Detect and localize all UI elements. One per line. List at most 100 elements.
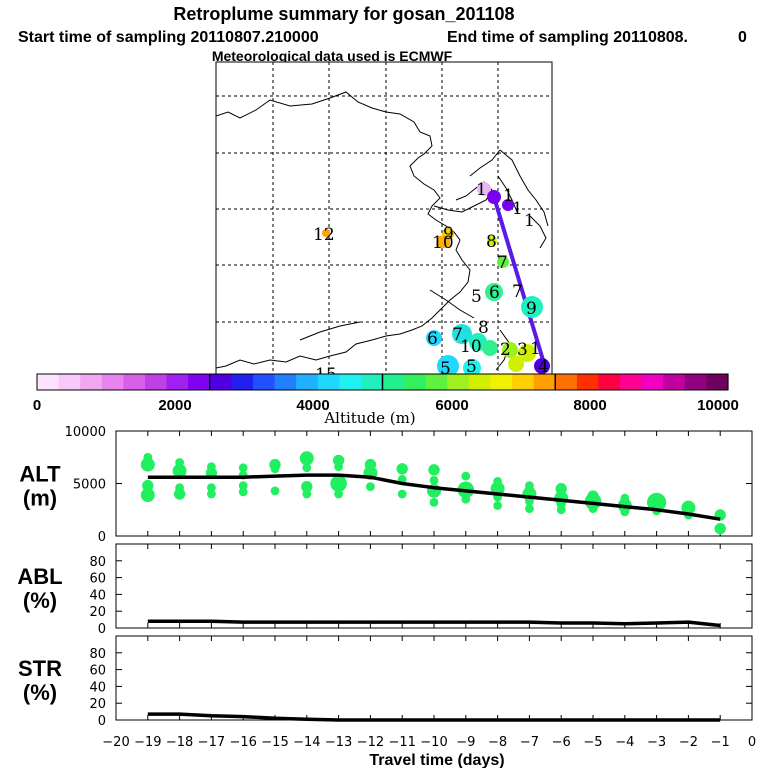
panel-alt: 0 5000 10000 ALT(m)	[19, 425, 753, 545]
colorbar-cell	[512, 374, 535, 390]
plume-label: 1	[512, 199, 523, 219]
plume-label: 1	[524, 211, 535, 231]
plume-label: 4	[538, 357, 549, 377]
x-tick-label: −15	[261, 735, 288, 750]
colorbar-cell	[339, 374, 362, 390]
plume-marker	[482, 340, 498, 356]
y-tick-label: 0	[98, 530, 106, 545]
plume-label: 5	[466, 357, 477, 377]
x-axis-label: Travel time (days)	[369, 752, 504, 768]
plume-marker	[322, 229, 330, 237]
mean-str-line	[147, 712, 721, 722]
altitude-cluster-point	[556, 505, 566, 515]
panel-label: ABL	[17, 564, 62, 589]
altitude-cluster-point	[207, 483, 216, 493]
plume-label: 7	[452, 325, 463, 345]
colorbar-cell	[425, 374, 448, 390]
colorbar-axis-label: Altitude (m)	[323, 409, 415, 427]
plume-marker	[463, 359, 481, 374]
plume-marker	[518, 344, 536, 362]
plume-markers	[322, 182, 550, 374]
panel-label: STR	[18, 656, 62, 681]
end-time-value: 0	[738, 29, 747, 46]
panel-unit-label: (%)	[23, 680, 57, 705]
x-tick-label: −18	[166, 735, 193, 750]
x-tick-label: −9	[456, 735, 475, 750]
plume-marker	[485, 283, 503, 301]
altitude-cluster-point	[302, 489, 312, 499]
colorbar-cell	[404, 374, 427, 390]
plume-marker	[502, 342, 518, 358]
colorbar-cell	[382, 374, 405, 390]
altitude-cluster-point	[270, 486, 280, 496]
altitude-cluster-point	[299, 451, 314, 466]
colorbar-cell	[80, 374, 103, 390]
plume-marker	[477, 182, 491, 196]
colorbar-cell	[166, 374, 189, 390]
plume-marker	[438, 236, 450, 248]
plume-label: 10	[432, 233, 454, 253]
plume-label: 9	[443, 224, 454, 244]
plume-marker	[437, 355, 459, 374]
colorbar-cell	[360, 374, 384, 390]
panel-label: ALT	[19, 462, 61, 487]
colorbar-cell	[37, 374, 60, 390]
y-tick-label: 40	[89, 680, 106, 695]
plume-label: 5	[471, 287, 482, 307]
colorbar-tick-label: 10000	[697, 397, 739, 414]
trajectory-line	[492, 196, 548, 371]
colorbar-cell	[684, 374, 707, 390]
panel-unit-label: (%)	[23, 588, 57, 613]
plume-trajectory	[492, 196, 548, 371]
altitude-cluster-point	[140, 488, 155, 503]
x-tick-label: −8	[488, 735, 507, 750]
colorbar-cell	[598, 374, 621, 390]
colorbar-cell	[101, 374, 124, 390]
y-tick-label: 60	[89, 572, 106, 587]
plume-marker	[521, 296, 543, 318]
plume-marker	[426, 330, 442, 346]
x-tick-label: −3	[647, 735, 666, 750]
colorbar-cell	[296, 374, 319, 390]
x-tick-label: −7	[520, 735, 539, 750]
altitude-cluster-point	[238, 463, 248, 473]
altitude-cluster-point	[429, 475, 439, 485]
plume-label: 7	[512, 282, 523, 302]
plume-label: 1	[503, 186, 514, 206]
colorbar-cells	[37, 374, 729, 390]
colorbar-cell	[620, 374, 643, 390]
x-tick-label: −17	[198, 735, 225, 750]
colorbar-cell	[274, 374, 297, 390]
plume-label: 6	[489, 283, 500, 303]
y-tick-label: 0	[98, 714, 106, 729]
plume-label: 8	[478, 318, 489, 338]
altitude-colorbar: 0 2000 4000 6000 8000 10000 Altitude (m)	[33, 373, 739, 427]
plume-label: 1	[476, 180, 487, 200]
altitude-cluster-point	[330, 475, 347, 492]
altitude-cluster-point	[429, 498, 439, 507]
x-tick-label: −6	[552, 735, 571, 750]
altitude-cluster-point	[140, 457, 155, 472]
colorbar-tick-label: 4000	[296, 397, 329, 414]
plume-label: 6	[427, 329, 438, 349]
colorbar-cell	[252, 374, 276, 390]
x-tick-label: −13	[325, 735, 352, 750]
figure-title: Retroplume summary for gosan_201108	[173, 4, 514, 24]
altitude-clusters	[140, 451, 726, 535]
altitude-cluster-point	[681, 500, 696, 515]
colorbar-cell	[231, 374, 254, 390]
x-tick-label: −19	[134, 735, 161, 750]
colorbar-tick-label: 0	[33, 397, 41, 414]
altitude-cluster-point	[207, 489, 216, 499]
time-series-panels: 0500010000ALT(m)020406080ABL(%)020406080…	[17, 425, 753, 729]
colorbar-cell	[144, 374, 168, 390]
start-time-label: Start time of sampling 20110807.210000	[18, 29, 319, 46]
x-tick-label: 0	[748, 735, 756, 750]
altitude-cluster-point	[270, 464, 280, 474]
y-tick-label: 40	[89, 588, 106, 603]
x-tick-label: −10	[420, 735, 447, 750]
colorbar-cell	[576, 374, 600, 390]
y-tick-label: 10000	[65, 425, 106, 440]
